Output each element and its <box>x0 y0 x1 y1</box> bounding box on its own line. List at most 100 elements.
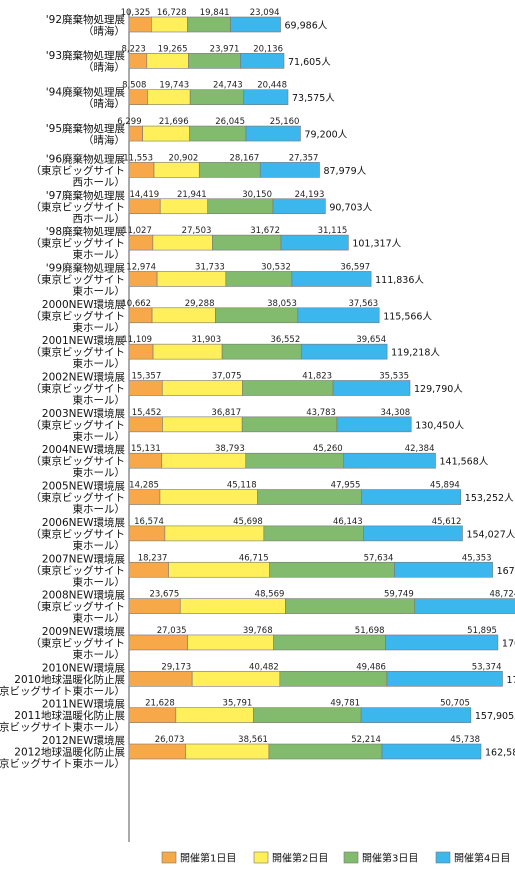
value-label: 30,150 <box>242 190 272 200</box>
bar-segment-day1 <box>128 634 188 651</box>
total-label: 71,605人 <box>288 57 331 68</box>
value-label: 29,173 <box>161 662 191 672</box>
legend-swatch-day2 <box>253 851 269 864</box>
total-label: 90,703人 <box>329 202 372 213</box>
value-label: 45,738 <box>450 735 480 745</box>
value-label: 11,553 <box>123 153 153 163</box>
category-label: 東ホール） <box>73 357 126 370</box>
category-label: 2004NEW環境展 <box>42 443 126 456</box>
category-label: 東ホール） <box>73 394 126 407</box>
category-label: （東京ビッグサイト <box>31 200 126 213</box>
value-label: 23,094 <box>250 8 280 18</box>
category-label: 2012地球温暖化防止展 <box>14 746 125 759</box>
value-label: 45,260 <box>313 444 343 454</box>
total-label: 130,450人 <box>415 420 464 431</box>
bar-segment-day3 <box>215 307 299 324</box>
value-label: 14,419 <box>129 190 159 200</box>
value-label: 8,223 <box>121 44 145 54</box>
bar-segment-day1 <box>128 125 143 142</box>
value-label: 11,027 <box>122 226 152 236</box>
bar-segment-day2 <box>142 125 190 142</box>
bar-segment-day1 <box>128 89 148 105</box>
value-label: 49,486 <box>356 662 386 672</box>
bar-segment-day3 <box>221 343 302 360</box>
total-label: 162,586人 <box>485 748 515 759</box>
value-label: 53,374 <box>472 662 502 672</box>
total-label: 157,905人 <box>475 711 515 722</box>
total-label: 119,218人 <box>391 348 440 359</box>
total-label: 129,790人 <box>414 384 463 395</box>
value-label: 57,634 <box>364 553 394 563</box>
bar-segment-day1 <box>128 561 169 578</box>
bar-segment-day3 <box>279 670 388 687</box>
legend-label: 開催第1日目 <box>180 852 236 865</box>
bar-segment-day4 <box>386 670 503 687</box>
category-label: （晴海） <box>83 97 125 110</box>
bar-segment-day1 <box>128 489 161 505</box>
category-label: 西ホール） <box>73 176 126 188</box>
bar-segment-day4 <box>291 271 372 287</box>
legend-label: 開催第3日目 <box>362 852 418 865</box>
category-label: （晴海） <box>83 24 125 37</box>
category-label: 2002NEW環境展 <box>42 371 126 384</box>
legend-swatch-day1 <box>161 851 177 864</box>
bar-segment-day1 <box>128 53 148 69</box>
value-label: 47,955 <box>331 481 361 491</box>
value-label: 31,733 <box>195 262 225 272</box>
bar-segment-day3 <box>253 707 362 723</box>
bar-segment-day3 <box>245 452 345 469</box>
value-label: 43,783 <box>306 408 336 418</box>
category-label: 東ホール） <box>73 248 126 261</box>
category-label: 東ホール） <box>73 284 126 297</box>
category-label: 東ホール） <box>73 503 126 516</box>
category-label: 2009NEW環境展 <box>42 625 126 638</box>
category-label: （東京ビッグサイト <box>31 273 126 286</box>
category-label: 2010NEW環境展 <box>42 661 126 674</box>
legend-label: 開催第2日目 <box>272 852 328 865</box>
value-label: 35,535 <box>379 372 409 382</box>
value-label: 27,035 <box>157 626 187 636</box>
value-label: 36,597 <box>340 262 370 272</box>
bar-segment-day3 <box>198 162 261 178</box>
category-label: '96廃棄物処理展 <box>46 152 126 165</box>
category-label: 東ホール） <box>73 575 126 588</box>
category-label: （東京ビッグサイト <box>31 309 126 322</box>
value-label: 24,193 <box>295 190 325 200</box>
category-label: '97廃棄物処理展 <box>46 189 126 202</box>
value-label: 11,109 <box>122 335 152 345</box>
value-label: 51,895 <box>467 626 497 636</box>
total-label: 170,396人 <box>502 638 515 649</box>
legend-label: 開催第4日目 <box>454 852 510 865</box>
bar-segment-day1 <box>128 271 158 287</box>
value-label: 20,136 <box>253 44 283 54</box>
value-label: 31,672 <box>250 226 280 236</box>
value-label: 36,817 <box>211 408 241 418</box>
value-label: 37,563 <box>348 299 378 309</box>
value-label: 21,941 <box>177 190 207 200</box>
category-label: 2011NEW環境展 <box>42 698 126 711</box>
category-label: （東京ビッグサイト <box>31 164 126 177</box>
bar-segment-day3 <box>241 416 338 433</box>
value-label: 38,793 <box>215 444 245 454</box>
bar-segment-day4 <box>243 89 289 105</box>
bar-segment-day1 <box>128 416 163 433</box>
value-label: 31,115 <box>318 226 348 236</box>
bar-segment-day1 <box>128 743 186 760</box>
bar-segment-day3 <box>207 198 274 215</box>
value-label: 46,143 <box>333 517 363 527</box>
value-label: 29,288 <box>185 299 215 309</box>
bar-segment-day2 <box>153 162 200 178</box>
value-label: 26,073 <box>155 735 185 745</box>
legend-swatch-day4 <box>435 851 451 864</box>
value-label: 52,214 <box>351 735 381 745</box>
value-label: 45,698 <box>233 517 263 527</box>
value-label: 19,743 <box>159 81 189 91</box>
category-label: （晴海） <box>83 133 125 146</box>
value-label: 21,628 <box>145 699 175 709</box>
value-label: 41,823 <box>302 372 332 382</box>
total-label: 111,836人 <box>375 275 424 286</box>
category-label: （東京ビッグサイト <box>31 564 126 577</box>
